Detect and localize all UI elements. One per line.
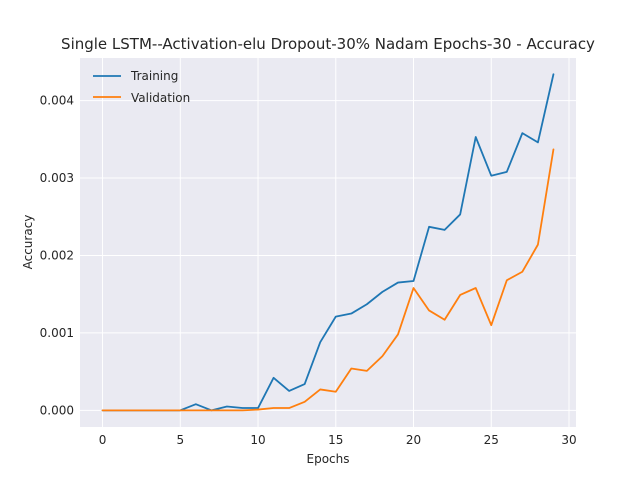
y-ticks: 0.000 0.001 0.002 0.003 0.004 <box>40 94 74 418</box>
chart-title: Single LSTM--Activation-elu Dropout-30% … <box>61 35 595 53</box>
y-tick-label: 0.003 <box>40 171 74 185</box>
plot-background <box>80 58 576 427</box>
legend-label-validation: Validation <box>131 91 190 105</box>
x-tick-label: 20 <box>406 433 421 447</box>
x-tick-label: 10 <box>250 433 265 447</box>
x-tick-label: 25 <box>484 433 499 447</box>
x-tick-label: 30 <box>561 433 576 447</box>
x-tick-label: 5 <box>176 433 184 447</box>
grid <box>80 58 576 427</box>
legend-label-training: Training <box>130 69 178 83</box>
series-lines <box>101 73 555 412</box>
x-tick-label: 0 <box>99 433 107 447</box>
x-tick-label: 15 <box>328 433 343 447</box>
y-tick-label: 0.004 <box>40 94 74 108</box>
y-tick-label: 0.000 <box>40 403 74 417</box>
y-tick-label: 0.002 <box>40 248 74 262</box>
y-axis-label: Accuracy <box>21 215 35 270</box>
series-line-validation <box>101 148 555 412</box>
x-ticks: 0 5 10 15 20 25 30 <box>99 433 577 447</box>
x-axis-label: Epochs <box>307 452 350 466</box>
legend: Training Validation <box>93 69 190 105</box>
y-tick-label: 0.001 <box>40 326 74 340</box>
